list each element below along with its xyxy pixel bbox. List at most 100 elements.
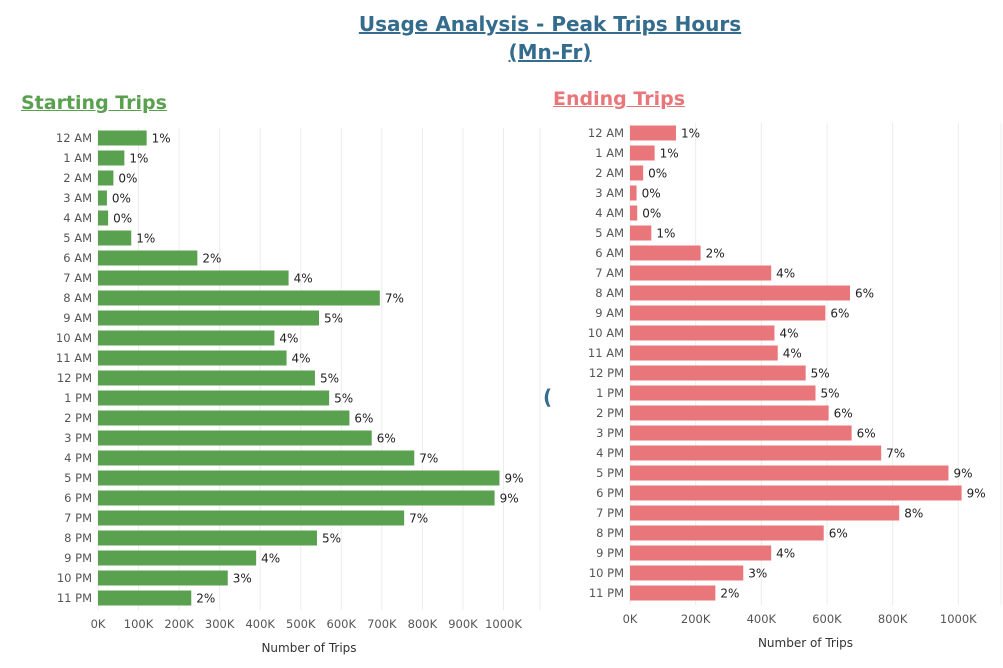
start-data-label: 1% [136,232,155,246]
end-category-label: 4 AM [595,206,624,220]
end-data-label: 0% [642,187,661,201]
start-x-tick-label: 900K [448,617,478,631]
end-category-label: 3 PM [596,426,624,440]
end-bar [630,305,826,321]
end-category-label: 8 AM [595,286,624,300]
start-bar [98,490,495,506]
end-category-label: 2 AM [595,166,624,180]
start-data-label: 7% [409,512,428,526]
end-data-label: 2% [706,247,725,261]
start-bar [98,230,132,246]
start-bar [98,370,315,386]
end-bar [630,505,900,521]
start-category-label: 8 PM [64,531,92,545]
start-category-label: 6 PM [64,491,92,505]
start-category-label: 5 PM [64,471,92,485]
start-data-label: 4% [261,552,280,566]
start-category-label: 8 AM [63,291,92,305]
start-data-label: 7% [419,452,438,466]
end-category-label: 1 AM [595,146,624,160]
end-category-label: 12 AM [588,126,624,140]
end-category-label: 12 PM [589,366,624,380]
start-bar [98,130,147,146]
start-bar [98,250,198,266]
start-bar [98,310,319,326]
start-bar [98,210,109,226]
end-bar [630,525,824,541]
start-data-label: 4% [294,272,313,286]
start-data-label: 3% [233,572,252,586]
start-data-label: 5% [324,312,343,326]
end-category-label: 4 PM [596,446,624,460]
end-data-label: 6% [829,527,848,541]
end-category-label: 7 AM [595,266,624,280]
end-data-label: 1% [681,127,700,141]
start-category-label: 4 AM [63,211,92,225]
start-category-label: 3 AM [63,191,92,205]
end-data-label: 4% [783,347,802,361]
start-bar [98,570,228,586]
end-bar [630,185,637,201]
start-data-label: 2% [196,592,215,606]
end-data-label: 1% [656,227,675,241]
start-bar [98,550,257,566]
end-x-axis-title: Number of Trips [758,636,853,650]
start-data-label: 1% [129,152,148,166]
end-bar [630,385,816,401]
end-data-label: 9% [967,487,986,501]
end-bar [630,325,775,341]
end-category-label: 11 AM [588,346,624,360]
start-x-tick-label: 500K [286,617,316,631]
end-category-label: 6 AM [595,246,624,260]
end-x-tick-label: 600K [812,612,842,626]
end-category-label: 10 PM [589,566,624,580]
end-data-label: 4% [779,327,798,341]
start-category-label: 7 PM [64,511,92,525]
end-data-label: 4% [776,267,795,281]
starting-trips-title: Starting Trips [21,92,167,114]
stray-paren-mark: ( [543,385,553,409]
start-category-label: 1 AM [63,151,92,165]
start-data-label: 6% [377,432,396,446]
start-category-label: 3 PM [64,431,92,445]
end-bar [630,405,829,421]
end-category-label: 1 PM [596,386,624,400]
end-bar [630,585,716,601]
start-category-label: 11 PM [57,591,92,605]
end-x-tick-label: 800K [878,612,908,626]
end-bar [630,245,701,261]
end-x-tick-label: 200K [681,612,711,626]
end-data-label: 6% [855,287,874,301]
start-category-label: 12 PM [57,371,92,385]
end-data-label: 9% [953,467,972,481]
end-x-tick-label: 1000K [940,612,977,626]
start-data-label: 9% [500,492,519,506]
end-data-label: 2% [720,587,739,601]
end-x-tick-label: 400K [747,612,777,626]
start-x-axis-title: Number of Trips [261,641,356,655]
start-category-label: 10 PM [57,571,92,585]
end-data-label: 5% [821,387,840,401]
start-category-label: 5 AM [63,231,92,245]
end-category-label: 5 PM [596,466,624,480]
start-bar [98,270,289,286]
start-data-label: 5% [334,392,353,406]
start-data-label: 4% [279,332,298,346]
end-x-tick-label: 0K [623,612,638,626]
start-x-tick-label: 700K [367,617,397,631]
start-data-label: 7% [385,292,404,306]
end-category-label: 8 PM [596,526,624,540]
start-x-tick-label: 800K [408,617,438,631]
end-bar [630,145,655,161]
end-data-label: 6% [830,307,849,321]
end-category-label: 6 PM [596,486,624,500]
end-data-label: 3% [748,567,767,581]
start-data-label: 5% [322,532,341,546]
start-category-label: 2 PM [64,411,92,425]
end-category-label: 3 AM [595,186,624,200]
end-bar [630,465,949,481]
end-data-label: 6% [834,407,853,421]
end-bar [630,285,850,301]
end-data-label: 0% [642,207,661,221]
